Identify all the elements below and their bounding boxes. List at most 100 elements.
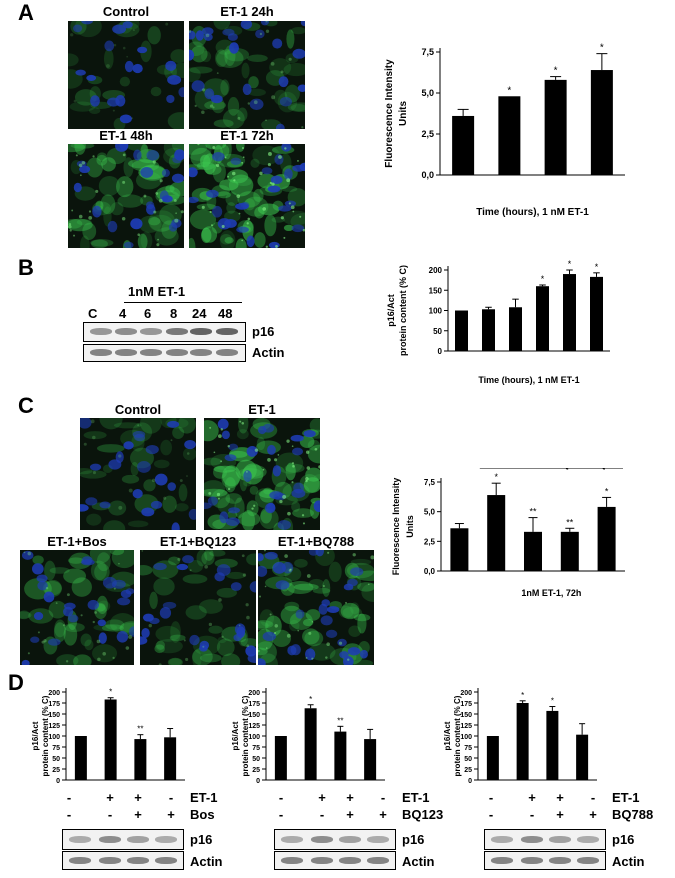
lane-label: C: [88, 306, 98, 321]
blot-band: [577, 836, 599, 843]
micro-title-et1-72h: ET-1 72h: [220, 128, 274, 143]
significance-mark: *: [600, 43, 604, 54]
blot-band: [521, 857, 543, 864]
x-axis-label: Time (hours), 1 nM ET-1: [476, 207, 589, 218]
blot-b-p16: [83, 322, 246, 342]
bar: [455, 310, 468, 351]
bar: [597, 506, 616, 571]
blot-b-header: 1nM ET-1: [128, 284, 186, 299]
y-axis-label: Units: [405, 515, 415, 538]
blot-b-header-line: [124, 302, 242, 303]
micro-title-bq788: ET-1+BQ788: [277, 534, 355, 549]
y-tick-label: 100: [248, 734, 260, 741]
y-axis-label: p16/Act: [31, 721, 40, 750]
minus-sign: -: [380, 790, 386, 805]
chart-d2: 0 25 50 75 100 125 150 175 200 p16/Act protein con…: [231, 688, 385, 785]
blot-band: [367, 836, 389, 843]
y-tick-label: 100: [429, 307, 443, 316]
blot-label-p16: p16: [190, 832, 213, 847]
y-tick-label: 50: [433, 327, 442, 336]
blot-band: [127, 836, 149, 843]
bar: [509, 307, 522, 351]
micro-title-et1-c: ET-1: [248, 402, 276, 417]
micrograph-control-c: [80, 418, 196, 530]
y-tick-label: 150: [460, 712, 472, 719]
plus-sign: +: [134, 807, 142, 822]
blot-band: [115, 349, 137, 356]
y-tick-label: 150: [429, 286, 443, 295]
plus-sign: +: [528, 790, 536, 805]
micro-title-et1-48h: ET-1 48h: [99, 128, 153, 143]
bar: [563, 274, 576, 351]
bar: [134, 739, 147, 780]
y-tick-label: 0: [256, 778, 260, 785]
blot-label-actin: Actin: [612, 854, 645, 869]
significance-mark: *: [507, 85, 511, 96]
y-tick-label: 125: [48, 723, 60, 730]
y-tick-label: 0,0: [424, 567, 436, 576]
blot-band: [166, 349, 188, 356]
blot-band: [99, 836, 121, 843]
blot-b-label-p16: p16: [252, 324, 275, 339]
micrograph-et1-48h: [68, 144, 184, 248]
chart-b: 0 50 100 150 200 p16/Act protein content (% C)…: [386, 258, 610, 385]
plus-sign: +: [556, 807, 564, 822]
blot-d2: - + + - ET-1 - - + + BQ123 p16 Actin: [272, 790, 512, 878]
plus-sign: +: [134, 790, 142, 805]
y-axis-label: p16/Act: [231, 721, 240, 750]
chart-d1: 0 25 50 75 100 125 150 175 200 p16/Act protein con…: [31, 688, 185, 785]
treatment-label: Bos: [190, 807, 215, 822]
y-tick-label: 75: [52, 745, 60, 752]
plus-sign: +: [556, 790, 564, 805]
blot-actin: [484, 851, 606, 870]
treatment-label: ET-1: [612, 790, 640, 805]
x-tick-label: 24: [565, 258, 574, 260]
micro-title-et1-24h: ET-1 24h: [220, 4, 274, 19]
bar: [452, 115, 475, 175]
y-axis-label: protein content (% C): [41, 695, 50, 776]
bar: [576, 734, 589, 780]
bar: [74, 736, 87, 780]
x-tick-label: Bos: [525, 468, 541, 470]
significance-mark: *: [551, 697, 554, 706]
blot-p16: [484, 829, 606, 850]
minus-sign: -: [278, 790, 284, 805]
plus-sign: +: [106, 790, 114, 805]
minus-sign: -: [590, 790, 596, 805]
blot-d3: - + + - ET-1 - - + + BQ788 p16 Actin: [482, 790, 675, 878]
y-tick-label: 50: [52, 756, 60, 763]
blot-band: [69, 857, 91, 864]
minus-sign: -: [66, 790, 72, 805]
plus-sign: +: [346, 807, 354, 822]
bar: [104, 699, 117, 780]
minus-sign: -: [168, 790, 174, 805]
bar: [304, 708, 317, 780]
significance-mark: *: [595, 262, 599, 272]
minus-sign: -: [107, 807, 113, 822]
y-tick-label: 150: [248, 712, 260, 719]
bar: [590, 70, 613, 175]
blot-band: [339, 836, 361, 843]
micrograph-bq123: [140, 550, 256, 665]
blot-label-actin: Actin: [402, 854, 435, 869]
bar: [546, 710, 559, 780]
plus-sign: +: [346, 790, 354, 805]
significance-mark: *: [109, 688, 112, 697]
blot-label-p16: p16: [402, 832, 425, 847]
panel-label-d: D: [8, 670, 24, 695]
micro-title-bos: ET-1+Bos: [47, 534, 107, 549]
blot-b-actin: [83, 344, 246, 362]
bar: [487, 495, 506, 571]
y-axis-label: protein content (% C): [398, 265, 408, 356]
plus-sign: +: [318, 790, 326, 805]
y-tick-label: 0: [468, 778, 472, 785]
y-tick-label: 200: [248, 690, 260, 697]
plus-sign: +: [379, 807, 387, 822]
y-tick-label: 150: [48, 712, 60, 719]
y-tick-label: 200: [48, 690, 60, 697]
bar: [544, 79, 567, 175]
y-tick-label: 0,0: [421, 170, 434, 180]
blot-band: [367, 857, 389, 864]
x-tick-label: 8: [540, 258, 545, 260]
y-tick-label: 75: [464, 745, 472, 752]
